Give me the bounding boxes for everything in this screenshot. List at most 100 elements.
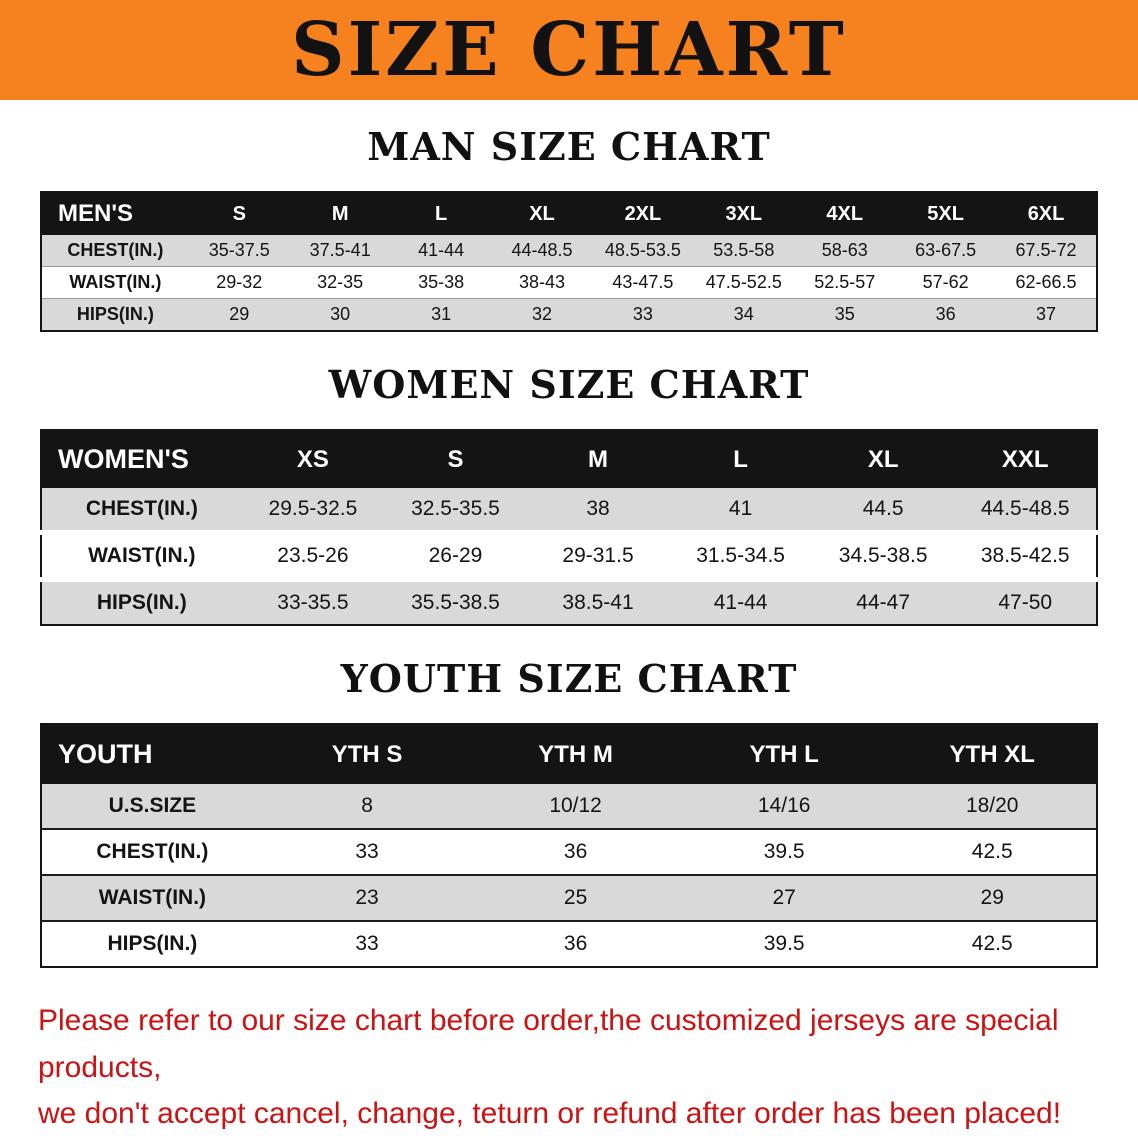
womens-header-row: WOMEN'S XS S M L XL XXL xyxy=(41,430,1097,488)
youth-table-title: YOUTH xyxy=(41,724,263,784)
size-value: 18/20 xyxy=(965,794,1019,817)
size-value: 42.5 xyxy=(971,840,1013,863)
size-value: 35 xyxy=(834,304,855,324)
size-value: 38 xyxy=(586,497,610,520)
size-value: 43-47.5 xyxy=(612,272,674,292)
disclaimer-line-2: we don't accept cancel, change, teturn o… xyxy=(38,1097,1062,1130)
mens-size-column-header: L xyxy=(390,192,492,235)
size-value: 47.5-52.5 xyxy=(705,272,782,292)
size-value: 33 xyxy=(355,840,379,863)
banner-title: SIZE CHART xyxy=(291,7,847,93)
youth-header-row: YOUTH YTH S YTH M YTH L YTH XL xyxy=(41,724,1097,784)
size-value: 32-35 xyxy=(317,272,364,292)
womens-size-column-header: S xyxy=(384,430,527,488)
row-label: HIPS(IN.) xyxy=(76,304,154,324)
size-value: 32 xyxy=(531,304,553,324)
mens-table-title: MEN'S xyxy=(41,192,189,235)
womens-size-column-header: XL xyxy=(811,430,955,488)
size-value: 44.5-48.5 xyxy=(980,497,1070,520)
size-value: 38-43 xyxy=(518,272,566,292)
size-value: 38.5-42.5 xyxy=(980,544,1070,567)
size-value: 31 xyxy=(431,304,452,324)
size-value: 41 xyxy=(728,497,753,520)
youth-section-heading: YOUTH SIZE CHART xyxy=(340,656,798,701)
womens-size-column-header: XS xyxy=(241,430,385,488)
size-value: 36 xyxy=(563,840,588,863)
size-value: 26-29 xyxy=(428,544,483,567)
mens-size-section: MAN SIZE CHART MEN'S S M L XL 2XL 3XL 4XL 5XL 6XL C… xyxy=(0,124,1138,332)
row-label: WAIST(IN.) xyxy=(69,272,162,292)
size-value: 29-32 xyxy=(216,272,263,292)
size-value: 38.5-41 xyxy=(562,591,634,614)
size-value: 32.5-35.5 xyxy=(411,497,500,520)
row-label: HIPS(IN.) xyxy=(107,932,198,955)
womens-size-column-header: XXL xyxy=(954,430,1097,488)
womens-table-row: CHEST(IN.) 29.5-32.5 32.5-35.5 38 41 44.5 44.5… xyxy=(41,488,1097,533)
size-value: 37.5-41 xyxy=(309,240,371,260)
mens-size-column-header: XL xyxy=(491,192,593,235)
youth-table-row: HIPS(IN.) 33 36 39.5 42.5 xyxy=(41,921,1097,967)
row-label: CHEST(IN.) xyxy=(67,240,164,260)
size-value: 44-48.5 xyxy=(511,240,573,260)
size-value: 31.5-34.5 xyxy=(696,544,785,567)
size-value: 48.5-53.5 xyxy=(604,240,681,260)
charts-container: MAN SIZE CHART MEN'S S M L XL 2XL 3XL 4XL 5XL 6XL C… xyxy=(0,124,1138,968)
mens-section-heading: MAN SIZE CHART xyxy=(367,124,771,169)
size-value: 63-67.5 xyxy=(915,240,977,260)
size-value: 29 xyxy=(229,304,250,324)
size-value: 25 xyxy=(563,886,588,909)
size-value: 36 xyxy=(563,932,588,955)
size-value: 33 xyxy=(355,932,379,955)
mens-table-row: CHEST(IN.) 35-37.5 37.5-41 41-44 44-48.5 48.5… xyxy=(41,235,1097,267)
youth-size-column-header: YTH XL xyxy=(888,724,1097,784)
mens-table-row: HIPS(IN.) 29 30 31 32 33 34 35 36 37 xyxy=(41,298,1097,331)
size-value: 67.5-72 xyxy=(1015,240,1077,260)
size-value: 36 xyxy=(935,304,956,324)
row-label: WAIST(IN.) xyxy=(88,544,196,567)
size-value: 33-35.5 xyxy=(277,591,349,614)
size-value: 53.5-58 xyxy=(713,240,775,260)
youth-table-row: U.S.SIZE 8 10/12 14/16 18/20 xyxy=(41,784,1097,829)
mens-size-column-header: 2XL xyxy=(592,192,694,235)
disclaimer: Please refer to our size chart before or… xyxy=(38,998,1100,1138)
size-value: 35-37.5 xyxy=(208,240,270,260)
womens-table-row: HIPS(IN.) 33-35.5 35.5-38.5 38.5-41 41-44 44-… xyxy=(41,579,1097,625)
mens-size-table: MEN'S S M L XL 2XL 3XL 4XL 5XL 6XL CHEST(IN.) 35-37… xyxy=(40,191,1098,332)
size-value: 33 xyxy=(632,304,653,324)
youth-size-column-header: YTH S xyxy=(262,724,472,784)
womens-size-table: WOMEN'S XS S M L XL XXL CHEST(IN.) 29.5-32.5 32.5… xyxy=(40,429,1098,626)
mens-size-column-header: 5XL xyxy=(895,192,997,235)
size-value: 14/16 xyxy=(757,794,811,817)
size-chart-banner: SIZE CHART xyxy=(0,0,1138,100)
row-label: WAIST(IN.) xyxy=(98,886,207,909)
size-value: 10/12 xyxy=(549,794,602,817)
size-value: 29-31.5 xyxy=(562,544,634,567)
row-label: U.S.SIZE xyxy=(108,794,197,817)
mens-size-column-header: 3XL xyxy=(693,192,795,235)
size-value: 39.5 xyxy=(763,932,805,955)
row-label: CHEST(IN.) xyxy=(85,497,198,520)
youth-size-table: YOUTH YTH S YTH M YTH L YTH XL U.S.SIZE 8 10/12… xyxy=(40,723,1098,968)
size-value: 58-63 xyxy=(821,240,868,260)
size-value: 52.5-57 xyxy=(814,272,876,292)
size-value: 41-44 xyxy=(713,591,768,614)
size-value: 39.5 xyxy=(763,840,805,863)
size-value: 29.5-32.5 xyxy=(268,497,358,520)
womens-section-heading: WOMEN SIZE CHART xyxy=(328,362,810,407)
size-value: 35.5-38.5 xyxy=(411,591,500,614)
youth-table-row: WAIST(IN.) 23 25 27 29 xyxy=(41,875,1097,921)
size-value: 23 xyxy=(355,886,379,909)
size-value: 34 xyxy=(733,304,754,324)
size-value: 8 xyxy=(361,794,373,817)
mens-table-row: WAIST(IN.) 29-32 32-35 35-38 38-43 43-47.5 47.… xyxy=(41,266,1097,299)
youth-size-column-header: YTH M xyxy=(471,724,680,784)
size-value: 57-62 xyxy=(922,272,969,292)
size-value: 30 xyxy=(330,304,351,324)
womens-table-title: WOMEN'S xyxy=(41,430,242,488)
mens-header-row: MEN'S S M L XL 2XL 3XL 4XL 5XL 6XL xyxy=(41,192,1097,235)
womens-size-column-header: M xyxy=(526,430,670,488)
mens-size-column-header: S xyxy=(188,192,290,235)
youth-size-column-header: YTH L xyxy=(679,724,889,784)
womens-table-row: WAIST(IN.) 23.5-26 26-29 29-31.5 31.5-34.5 34… xyxy=(41,532,1097,580)
youth-table-row: CHEST(IN.) 33 36 39.5 42.5 xyxy=(41,829,1097,875)
